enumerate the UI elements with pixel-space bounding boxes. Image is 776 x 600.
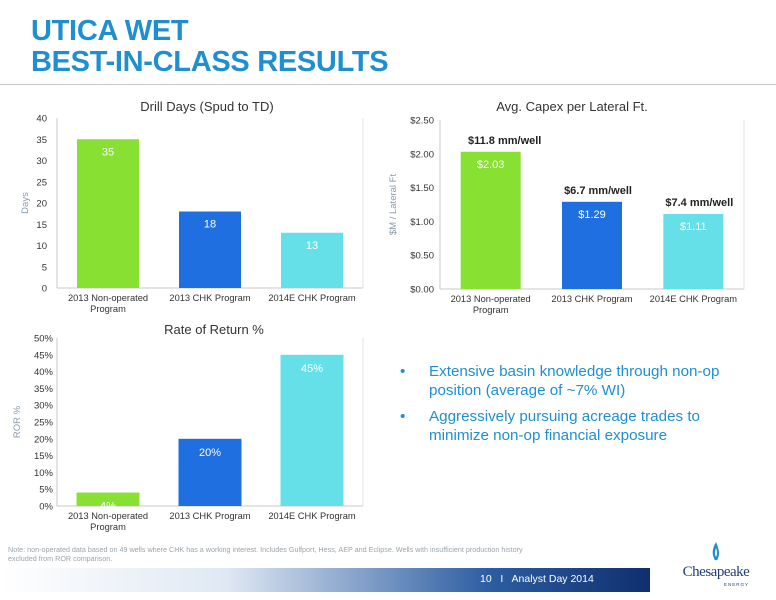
chart-title: Avg. Capex per Lateral Ft. (496, 99, 648, 114)
data-label: $1.11 (680, 221, 707, 233)
y-tick-label: $1.50 (410, 183, 434, 194)
x-tick-label: 2014E CHK Program (268, 293, 356, 303)
data-label: $2.03 (477, 159, 505, 171)
y-tick-label: 40% (34, 367, 54, 378)
bar-annotation: $11.8 mm/well (468, 135, 541, 147)
logo-subtext: ENERGY (724, 582, 750, 587)
data-label: 45% (301, 363, 323, 375)
bar (460, 151, 521, 289)
x-tick-label: 2013 CHK Program (169, 293, 250, 303)
y-tick-label: 30 (36, 156, 47, 167)
data-label: 4% (100, 501, 116, 513)
bullet-dot-icon: • (400, 408, 406, 425)
footer-text: 10 I Analyst Day 2014 (480, 573, 594, 585)
x-tick-label: Program (90, 304, 126, 314)
bullet-text: Extensive basin knowledge through non-op… (429, 363, 720, 399)
y-tick-label: 5% (39, 485, 53, 496)
chart-title: Drill Days (Spud to TD) (140, 99, 273, 114)
y-tick-label: $1.00 (410, 217, 434, 228)
y-tick-label: 50% (34, 334, 54, 345)
logo-wordmark: Chesapeake (682, 564, 750, 580)
bar-annotation: $7.4 mm/well (665, 197, 733, 209)
y-tick-label: $0.50 (410, 251, 434, 262)
y-tick-label: 25 (36, 177, 47, 188)
y-tick-label: 45% (34, 350, 54, 361)
bar (281, 232, 343, 288)
y-tick-label: 20 (36, 199, 47, 210)
x-tick-label: 2014E CHK Program (268, 511, 356, 521)
y-tick-label: 10 (36, 241, 47, 252)
x-tick-label: 2013 CHK Program (551, 294, 632, 304)
title-line-2: BEST-IN-CLASS RESULTS (31, 46, 389, 78)
company-logo: Chesapeake ENERGY (664, 542, 768, 594)
y-tick-label: $2.00 (410, 149, 434, 160)
bullet-text: Aggressively pursuing acreage trades to … (429, 408, 700, 444)
y-tick-label: 5 (42, 262, 47, 273)
x-tick-label: 2014E CHK Program (650, 294, 738, 304)
y-tick-label: 10% (34, 468, 54, 479)
footer-bar (0, 568, 650, 592)
y-axis-label: ROR % (12, 405, 23, 438)
bullet-item: • Aggressively pursuing acreage trades t… (400, 407, 745, 445)
bar-annotation: $6.7 mm/well (564, 185, 632, 197)
y-tick-label: 15% (34, 451, 54, 462)
data-label: 13 (306, 240, 318, 252)
y-tick-label: $2.50 (410, 116, 434, 127)
bar (663, 213, 724, 289)
y-tick-label: 25% (34, 418, 54, 429)
y-axis-label: Days (20, 192, 31, 214)
data-label: $1.29 (578, 209, 606, 221)
bar (76, 492, 140, 506)
bullet-dot-icon: • (400, 363, 406, 380)
data-label: 18 (204, 219, 216, 231)
data-label: 20% (199, 447, 221, 459)
data-label: 35 (102, 146, 114, 158)
chart-title: Rate of Return % (164, 322, 264, 337)
y-tick-label: 0 (42, 284, 47, 295)
x-tick-label: 2013 CHK Program (169, 511, 250, 521)
y-tick-label: 35% (34, 384, 54, 395)
y-tick-label: 20% (34, 434, 54, 445)
y-tick-label: $0.00 (410, 285, 434, 296)
bar (178, 438, 242, 506)
y-tick-label: 35 (36, 135, 47, 146)
page-title: UTICA WET BEST-IN-CLASS RESULTS (31, 15, 389, 78)
bullet-item: • Extensive basin knowledge through non-… (400, 362, 745, 400)
title-divider (0, 84, 776, 85)
bar (179, 211, 241, 288)
y-tick-label: 0% (39, 502, 53, 513)
x-tick-label: 2013 Non-operated (68, 511, 148, 521)
y-tick-label: 40 (36, 114, 47, 125)
y-tick-label: 30% (34, 401, 54, 412)
x-tick-label: 2013 Non-operated (68, 293, 148, 303)
flame-icon (712, 542, 720, 561)
y-axis-label: $M / Lateral Ft (388, 174, 399, 236)
bar (562, 201, 622, 289)
bullet-list: • Extensive basin knowledge through non-… (400, 362, 745, 452)
bar (77, 139, 139, 288)
y-tick-label: 15 (36, 220, 47, 231)
bar (280, 354, 344, 506)
title-line-1: UTICA WET (31, 15, 189, 47)
x-tick-label: 2013 Non-operated (451, 294, 531, 304)
x-tick-label: Program (90, 522, 126, 532)
x-tick-label: Program (473, 305, 509, 315)
footnote: Note: non-operated data based on 49 well… (8, 545, 523, 563)
